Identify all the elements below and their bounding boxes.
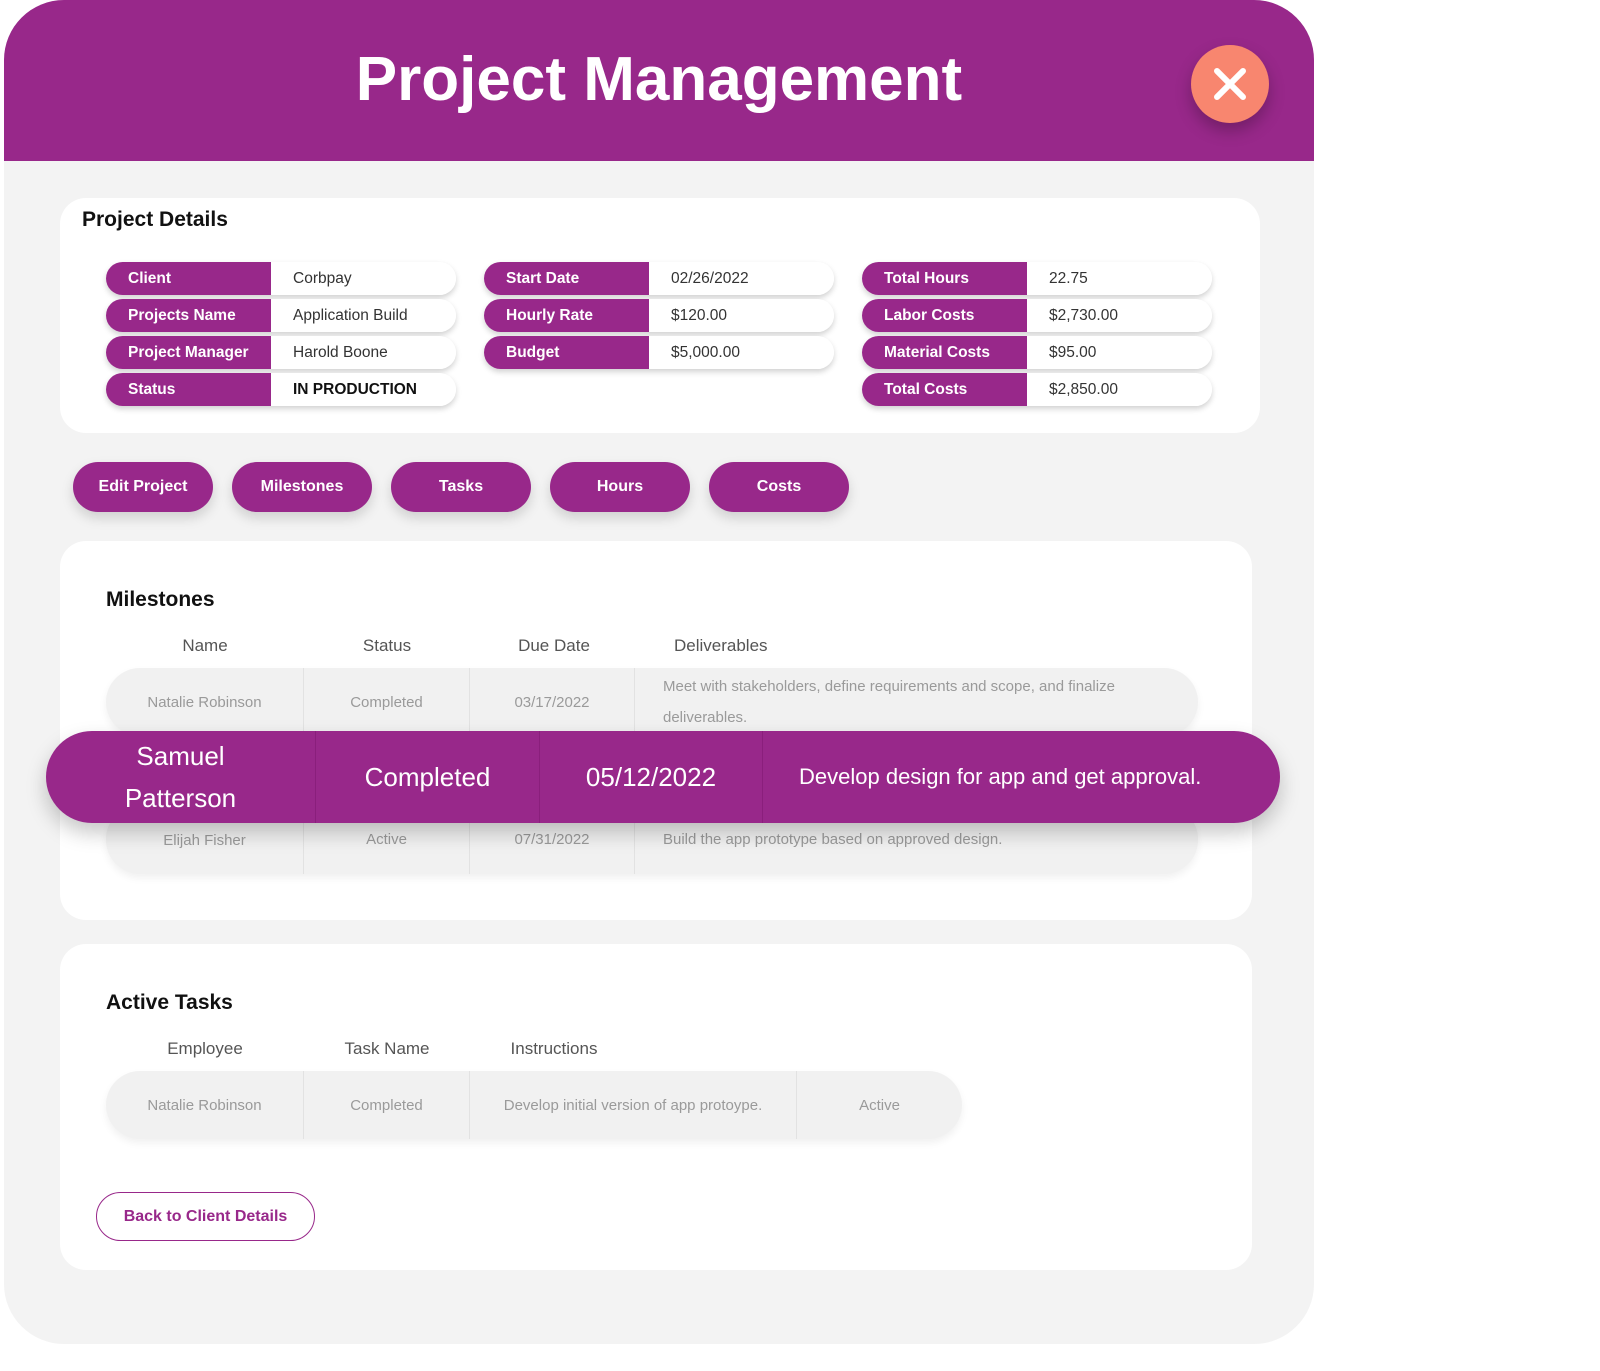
milestone-deliverables: Meet with stakeholders, define requireme… (663, 678, 1115, 726)
milestone-due: 07/31/2022 (470, 805, 635, 874)
detail-label: Projects Name (106, 299, 271, 332)
task-status: Active (859, 1096, 900, 1114)
detail-field: Project Manager Harold Boone (106, 336, 456, 369)
detail-field: Hourly Rate $120.00 (484, 299, 834, 332)
detail-value: Harold Boone (271, 336, 456, 369)
detail-field: Labor Costs $2,730.00 (862, 299, 1212, 332)
milestone-deliverables: Develop design for app and get approval. (799, 764, 1202, 789)
detail-label: Labor Costs (862, 299, 1027, 332)
detail-label: Total Costs (862, 373, 1027, 406)
detail-value: 22.75 (1027, 262, 1212, 295)
detail-value: $2,730.00 (1027, 299, 1212, 332)
detail-field: Budget $5,000.00 (484, 336, 834, 369)
detail-field: Material Costs $95.00 (862, 336, 1212, 369)
milestone-row-highlighted[interactable]: Samuel Patterson Completed 05/12/2022 De… (46, 731, 1280, 823)
detail-field: Projects Name Application Build (106, 299, 456, 332)
milestones-column-header: Due Date (518, 636, 590, 655)
page-title: Project Management (355, 45, 963, 114)
milestone-name: Elijah Fisher (106, 805, 304, 874)
modal-header (4, 0, 1314, 161)
tasks-column-header: Instructions (510, 1039, 598, 1058)
detail-label: Start Date (484, 262, 649, 295)
detail-label: Client (106, 262, 271, 295)
milestone-status: Completed (304, 668, 470, 736)
detail-field: Client Corbpay (106, 262, 456, 295)
milestone-name: Natalie Robinson (106, 668, 304, 736)
detail-value: $5,000.00 (649, 336, 834, 369)
detail-value: IN PRODUCTION (271, 373, 456, 406)
detail-label: Material Costs (862, 336, 1027, 369)
close-icon (1214, 68, 1246, 100)
detail-label: Status (106, 373, 271, 406)
milestone-due: 03/17/2022 (470, 668, 635, 736)
edit-project-button[interactable]: Edit Project (73, 462, 213, 512)
milestone-row[interactable]: Natalie Robinson Completed 03/17/2022 Me… (106, 668, 1198, 736)
detail-label: Hourly Rate (484, 299, 649, 332)
detail-value: $120.00 (649, 299, 834, 332)
project-details-title: Project Details (82, 208, 228, 231)
costs-button[interactable]: Costs (709, 462, 849, 512)
tasks-column-header: Employee (167, 1039, 243, 1058)
detail-field: Total Costs $2,850.00 (862, 373, 1212, 406)
detail-field: Start Date 02/26/2022 (484, 262, 834, 295)
detail-label: Budget (484, 336, 649, 369)
milestone-status: Active (304, 805, 470, 874)
hours-button[interactable]: Hours (550, 462, 690, 512)
milestones-button[interactable]: Milestones (232, 462, 372, 512)
milestones-column-header: Deliverables (674, 636, 768, 655)
milestone-deliverables: Build the app prototype based on approve… (663, 831, 1003, 848)
milestones-column-header: Status (362, 636, 412, 655)
detail-value: Corbpay (271, 262, 456, 295)
active-tasks-title: Active Tasks (106, 991, 233, 1014)
milestones-column-header: Name (182, 636, 228, 655)
tasks-button[interactable]: Tasks (391, 462, 531, 512)
task-employee: Natalie Robinson (106, 1071, 304, 1139)
milestones-title: Milestones (106, 588, 215, 611)
close-button[interactable] (1191, 45, 1269, 123)
milestone-due: 05/12/2022 (540, 731, 763, 823)
back-to-client-details-button[interactable]: Back to Client Details (96, 1192, 315, 1241)
tasks-column-header: Task Name (344, 1039, 430, 1058)
detail-value: $2,850.00 (1027, 373, 1212, 406)
task-name: Completed (304, 1071, 470, 1139)
task-instructions: Develop initial version of app protoype. (470, 1071, 797, 1139)
detail-value: 02/26/2022 (649, 262, 834, 295)
milestone-name: Samuel Patterson (46, 731, 316, 823)
task-row[interactable]: Natalie Robinson Completed Develop initi… (106, 1071, 962, 1139)
detail-label: Total Hours (862, 262, 1027, 295)
detail-value: $95.00 (1027, 336, 1212, 369)
milestone-status: Completed (316, 731, 540, 823)
detail-field: Total Hours 22.75 (862, 262, 1212, 295)
detail-label: Project Manager (106, 336, 271, 369)
detail-field: Status IN PRODUCTION (106, 373, 456, 406)
detail-value: Application Build (271, 299, 456, 332)
